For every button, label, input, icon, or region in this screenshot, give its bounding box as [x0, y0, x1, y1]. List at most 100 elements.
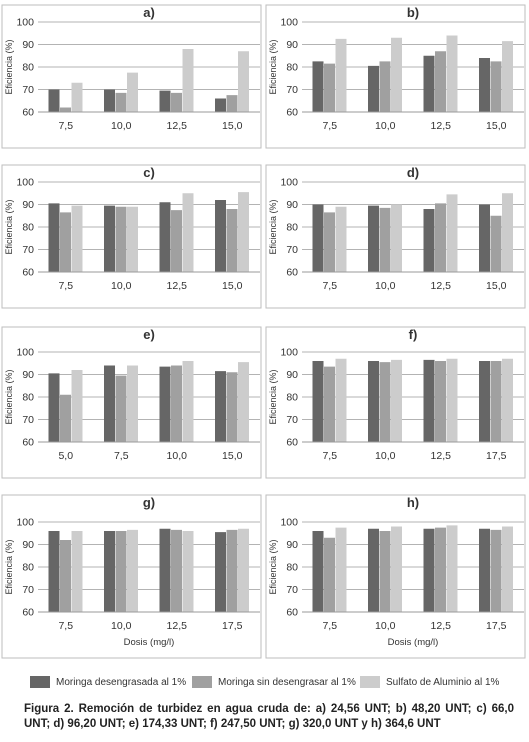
bar	[502, 193, 513, 272]
bar	[182, 531, 194, 612]
bar	[479, 58, 490, 112]
x-tick-label: 17,5	[486, 620, 507, 632]
bar	[446, 525, 458, 612]
bar	[171, 365, 182, 442]
bar	[104, 365, 115, 442]
x-tick-label: 12,5	[167, 620, 188, 632]
x-tick-label: 7,5	[114, 450, 129, 462]
legend: Moringa desengrasada al 1% Moringa sin d…	[0, 670, 529, 694]
y-tick-label: 80	[286, 392, 298, 404]
bar	[335, 38, 347, 112]
bar	[391, 204, 402, 272]
bar	[115, 92, 127, 112]
bar	[127, 529, 138, 612]
chart-title: b)	[407, 5, 419, 20]
bar	[127, 72, 138, 112]
bar	[391, 359, 402, 442]
bar	[490, 529, 502, 612]
y-tick-label: 80	[22, 222, 34, 234]
chart-title: a)	[143, 5, 155, 20]
chart-frame	[265, 326, 526, 479]
bar	[215, 371, 226, 442]
bar	[391, 37, 402, 112]
x-tick-label: 12,5	[167, 120, 188, 132]
x-tick-label: 10,0	[167, 450, 188, 462]
bar	[238, 362, 249, 442]
x-tick-label: 5,0	[58, 450, 73, 462]
y-tick-label: 80	[22, 392, 34, 404]
y-axis-label: Eficiencia (%)	[268, 539, 278, 594]
chart-frame	[265, 164, 526, 309]
legend-label: Moringa desengrasada al 1%	[56, 676, 187, 688]
figure-caption: Figura 2. Remoción de turbidez en agua c…	[24, 703, 514, 730]
y-tick-label: 60	[22, 267, 34, 279]
bar	[379, 61, 391, 112]
x-tick-label: 7,5	[322, 120, 337, 132]
bar	[479, 528, 490, 612]
y-axis-label: Eficiencia (%)	[268, 39, 278, 94]
bar	[368, 528, 379, 612]
bar	[171, 92, 182, 112]
x-tick-label: 7,5	[58, 120, 73, 132]
bar	[226, 209, 238, 272]
bar	[324, 63, 335, 112]
bar	[171, 529, 182, 612]
y-axis-label: Eficiencia (%)	[268, 199, 278, 254]
bar	[312, 204, 324, 272]
y-tick-label: 70	[22, 84, 34, 96]
chart-frame	[1, 326, 262, 479]
y-tick-label: 70	[286, 84, 298, 96]
bar	[159, 528, 171, 612]
x-tick-label: 7,5	[58, 280, 73, 292]
bar	[379, 362, 391, 442]
y-tick-label: 60	[286, 267, 298, 279]
bar	[502, 41, 513, 112]
bar	[182, 361, 194, 442]
y-tick-label: 60	[286, 607, 298, 619]
bar	[182, 49, 194, 112]
y-tick-label: 90	[22, 539, 34, 551]
bar	[60, 212, 71, 272]
bar	[71, 205, 83, 272]
y-tick-label: 70	[286, 584, 298, 596]
bar	[60, 394, 71, 442]
y-tick-label: 70	[22, 244, 34, 256]
x-tick-label: 15,0	[222, 280, 243, 292]
bar	[446, 35, 458, 112]
bar	[435, 203, 446, 272]
y-tick-label: 70	[22, 414, 34, 426]
legend-swatch	[360, 676, 380, 688]
x-tick-label: 17,5	[222, 620, 243, 632]
bar	[171, 210, 182, 272]
bar	[423, 55, 435, 112]
y-tick-label: 100	[280, 177, 298, 189]
legend-swatch	[30, 676, 50, 688]
x-tick-label: 12,5	[167, 280, 188, 292]
x-tick-label: 10,0	[111, 120, 132, 132]
y-tick-label: 70	[22, 584, 34, 596]
bar	[435, 51, 446, 112]
x-tick-label: 12,5	[431, 280, 452, 292]
chart-frame	[265, 4, 526, 149]
x-tick-label: 15,0	[222, 120, 243, 132]
chart-frame	[1, 4, 262, 149]
chart-frame	[1, 494, 262, 659]
bar	[104, 205, 115, 272]
y-tick-label: 70	[286, 244, 298, 256]
bar	[435, 527, 446, 612]
y-tick-label: 100	[16, 517, 34, 529]
legend-label: Moringa sin desengrasar al 1%	[218, 676, 356, 688]
legend-item-sulfato-aluminio: Sulfato de Aluminio al 1%	[360, 674, 499, 690]
y-axis-label: Eficiencia (%)	[268, 369, 278, 424]
bar	[115, 206, 127, 272]
bar	[48, 203, 60, 272]
y-axis-label: Eficiencia (%)	[4, 199, 14, 254]
y-axis-label: Eficiencia (%)	[4, 369, 14, 424]
chart-title: f)	[409, 327, 418, 342]
bar	[335, 358, 347, 442]
